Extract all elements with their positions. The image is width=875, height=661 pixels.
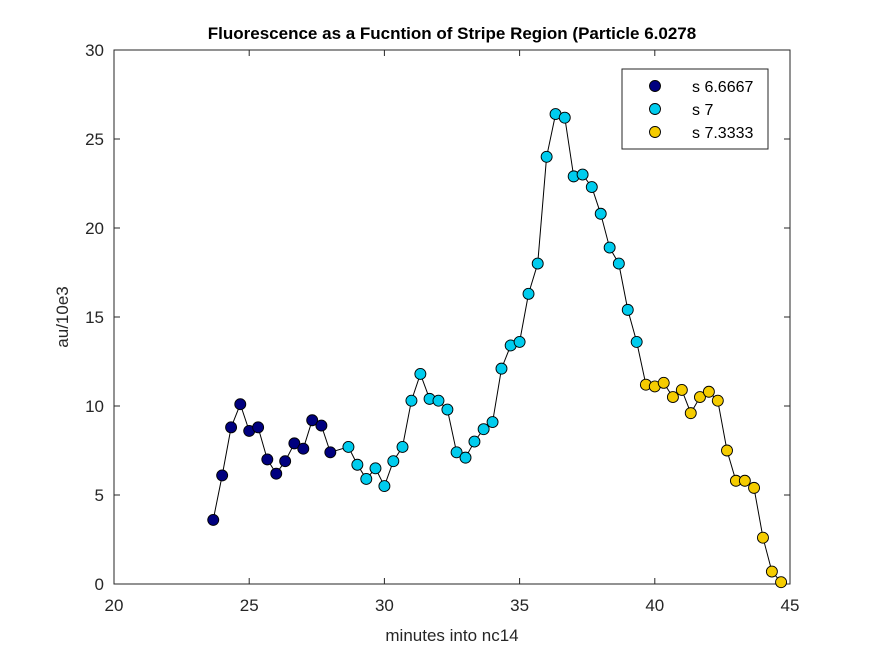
y-tick-label: 20 <box>85 219 104 238</box>
data-point-series-2 <box>486 416 499 428</box>
legend-label: s 6.6667 <box>692 79 753 96</box>
data-point-series-1 <box>279 455 292 468</box>
chart-title: Fluorescence as a Fucntion of Stripe Reg… <box>208 24 696 43</box>
x-tick-label: 30 <box>375 596 394 615</box>
data-point-series-2 <box>450 446 463 459</box>
x-tick-label: 35 <box>510 596 529 615</box>
data-point-series-2 <box>585 181 598 194</box>
data-point-series-2 <box>378 480 391 493</box>
y-tick-label: 5 <box>95 486 104 505</box>
data-point-series-1 <box>306 414 319 427</box>
data-point-series-3 <box>738 474 751 487</box>
data-point-series-2 <box>576 168 589 181</box>
data-point-series-3 <box>748 481 760 494</box>
data-point-series-1 <box>225 421 238 434</box>
data-point-series-2 <box>603 241 616 254</box>
data-point-series-3 <box>765 565 778 578</box>
data-point-series-1 <box>216 469 229 482</box>
legend-marker <box>649 80 661 92</box>
data-point-series-2 <box>495 362 508 375</box>
data-point-series-2 <box>612 257 625 270</box>
data-point-series-3 <box>775 576 788 589</box>
data-point-series-1 <box>207 513 220 526</box>
data-point-series-1 <box>234 398 247 411</box>
data-point-series-3 <box>711 394 724 407</box>
data-point-series-1 <box>297 442 310 455</box>
y-tick-label: 15 <box>85 308 104 327</box>
data-point-series-2 <box>396 440 409 453</box>
y-axis-label: au/10e3 <box>53 286 72 347</box>
data-point-series-2 <box>540 150 553 163</box>
data-point-series-2 <box>441 403 454 416</box>
x-tick-label: 25 <box>240 596 259 615</box>
data-point-series-2 <box>621 303 634 316</box>
legend: s 6.6667 s 7 s 7.3333 <box>621 68 769 150</box>
y-tick-label: 30 <box>85 41 104 60</box>
data-point-series-2 <box>468 435 481 448</box>
data-point-series-2 <box>459 451 472 464</box>
x-tick-label: 20 <box>105 596 124 615</box>
data-point-series-2 <box>351 458 364 471</box>
data-point-series-1 <box>315 419 328 432</box>
data-point-series-3 <box>666 391 679 404</box>
data-point-series-2 <box>414 368 427 380</box>
y-tick-label: 25 <box>85 130 104 149</box>
legend-label: s 7.3333 <box>692 125 753 142</box>
x-tick-label: 40 <box>645 596 664 615</box>
data-point-series-2 <box>342 440 355 453</box>
legend-marker <box>649 126 661 138</box>
data-point-series-2 <box>594 207 607 220</box>
data-point-series-2 <box>405 394 418 407</box>
data-point-series-2 <box>369 462 382 475</box>
data-point-series-2 <box>360 473 373 485</box>
legend-box <box>621 68 769 150</box>
x-axis-label: minutes into nc14 <box>385 626 518 645</box>
data-point-series-3 <box>757 531 769 544</box>
data-point-series-2 <box>522 287 535 300</box>
data-point-series-3 <box>694 391 706 404</box>
data-point-series-2 <box>432 394 445 407</box>
data-point-series-1 <box>252 421 265 434</box>
data-point-series-3 <box>721 444 733 457</box>
data-point-series-2 <box>630 335 643 348</box>
data-point-series-2 <box>513 335 526 348</box>
x-tick-label: 45 <box>781 596 800 615</box>
data-point-series-3 <box>657 376 670 389</box>
data-point-series-3 <box>675 384 688 396</box>
data-point-series-1 <box>288 437 301 450</box>
data-point-series-2 <box>477 423 490 436</box>
data-point-series-2 <box>387 455 400 468</box>
data-point-series-1 <box>324 446 337 459</box>
data-point-series-1 <box>261 453 274 466</box>
data-point-series-2 <box>558 111 571 124</box>
data-point-series-1 <box>270 467 283 480</box>
data-point-series-3 <box>684 407 697 420</box>
legend-label: s 7 <box>692 102 713 119</box>
legend-marker <box>649 103 661 115</box>
y-tick-label: 0 <box>95 575 104 594</box>
data-point-series-3 <box>702 385 715 398</box>
y-tick-label: 10 <box>85 397 104 416</box>
data-point-series-2 <box>531 257 544 270</box>
